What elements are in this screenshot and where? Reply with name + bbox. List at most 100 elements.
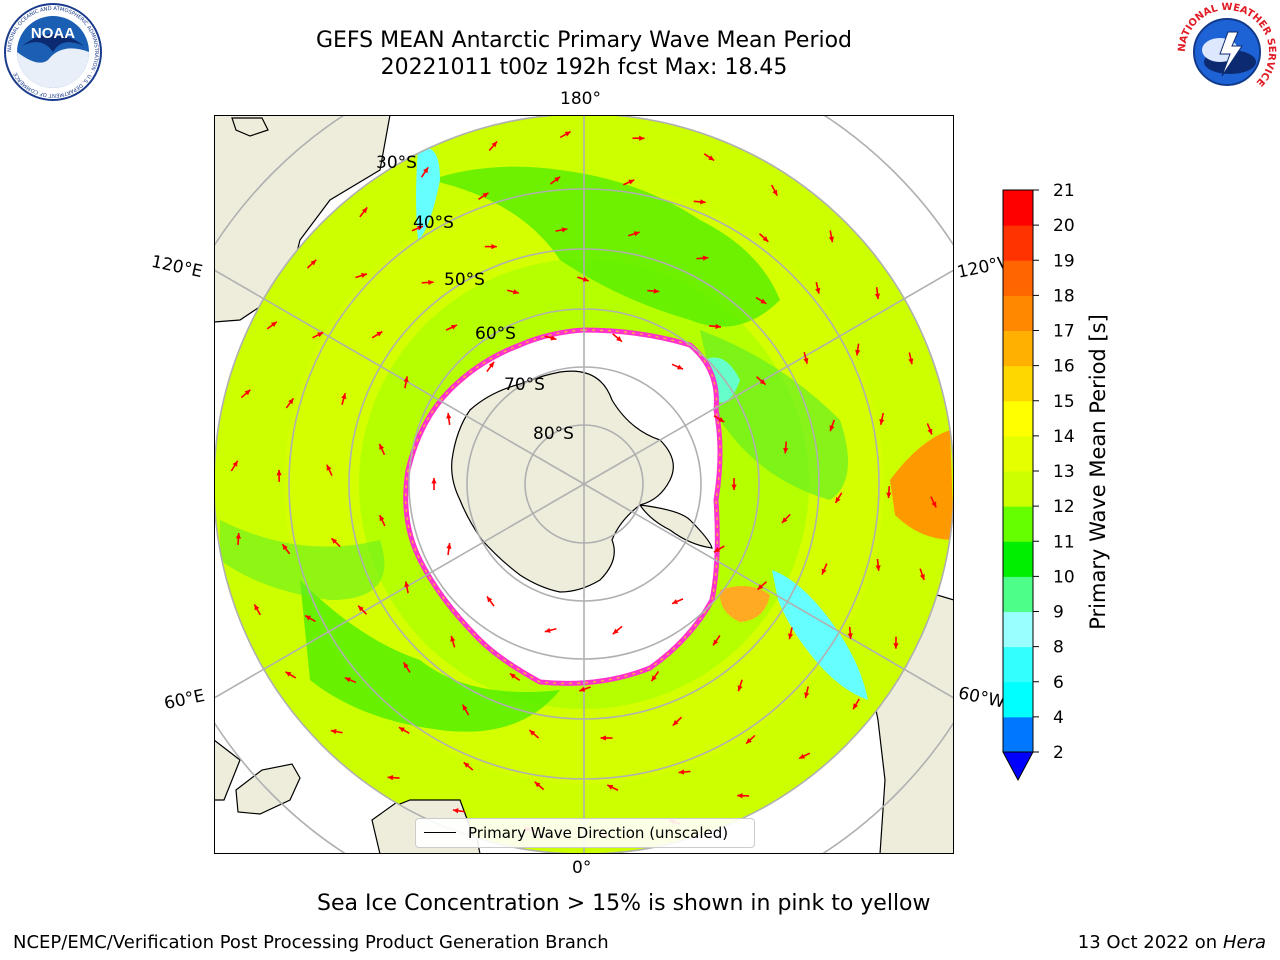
wave-arrow-head <box>651 675 657 682</box>
wave-arrow-head <box>875 565 881 571</box>
wave-arrow-head <box>718 416 725 422</box>
wave-arrow-head <box>762 236 769 242</box>
wave-arrow-head <box>310 259 317 266</box>
wave-arrow-head <box>235 533 241 539</box>
colorbar-extend-triangle <box>1002 751 1034 782</box>
wave-arrow-head <box>874 293 881 300</box>
wave-arrow-head <box>512 289 519 295</box>
wave-arrow-head <box>757 584 764 590</box>
wave-arrow-head <box>446 412 452 419</box>
wave-arrow-head <box>276 469 282 476</box>
wave-arrow-head <box>376 331 383 337</box>
lat-label-50s: 50°S <box>444 270 485 290</box>
wave-arrow-head <box>486 596 493 603</box>
wave-arrow-head <box>270 321 277 328</box>
colorbar-tick-label: 13 <box>1053 462 1075 482</box>
wave-arrow-head <box>509 673 516 679</box>
footer-host: Hera <box>1222 932 1266 953</box>
footer-date: 13 Oct 2022 on <box>1077 932 1223 953</box>
chart-subtitle: 20221011 t00z 192h fcst Max: 18.45 <box>380 55 788 80</box>
wave-arrow-head <box>847 633 853 639</box>
wave-arrow-head <box>708 155 715 161</box>
wave-arrow-head <box>450 635 456 642</box>
wave-arrow-head <box>677 364 684 370</box>
wave-arrow-head <box>700 199 706 205</box>
wave-arrow-head <box>561 227 568 233</box>
wave-arrow-head <box>600 735 606 741</box>
noaa-logo-text: NOAA <box>31 25 75 42</box>
nws-logo: NATIONAL WEATHER SERVICE <box>1177 2 1277 100</box>
colorbar-segment <box>1003 190 1033 226</box>
wave-arrow-head <box>582 276 589 282</box>
chart-title: GEFS MEAN Antarctic Primary Wave Mean Pe… <box>315 28 853 53</box>
wave-arrow-head <box>737 793 743 799</box>
noaa-logo: NOAA NATIONAL OCEANIC AND ATMOSPHERIC AD… <box>4 3 102 101</box>
colorbar-segment <box>1003 541 1033 577</box>
colorbar-tick-label: 14 <box>1053 427 1075 447</box>
colorbar-tick-label: 16 <box>1053 357 1075 377</box>
wave-arrow-head <box>423 167 429 174</box>
africa-tip-land <box>214 739 241 801</box>
lon-label-120e: 120°E <box>149 251 205 283</box>
wave-arrow-head <box>927 428 933 435</box>
wave-arrow-head <box>919 574 925 581</box>
colorbar-tick-label: 8 <box>1053 638 1064 658</box>
wave-arrow-head <box>829 425 835 432</box>
wave-arrow-head <box>781 517 788 523</box>
wave-arrow-head <box>379 443 385 450</box>
wave-zone-cyan-sa <box>772 570 868 700</box>
colorbar-tick-label: 12 <box>1053 497 1075 517</box>
polar-map <box>214 115 954 854</box>
wave-arrow-head <box>713 639 719 646</box>
wave-zone-drake-orange <box>719 586 770 622</box>
lat-label-60s: 60°S <box>475 324 516 344</box>
wave-arrow-head <box>361 207 368 214</box>
wave-arrow-head <box>403 662 409 669</box>
wave-arrow-head <box>879 418 885 425</box>
wave-zone-indian-green <box>300 580 560 732</box>
wave-arrow-head <box>488 361 495 368</box>
wave-arrow-head <box>387 775 394 781</box>
wave-arrow-head <box>550 335 557 341</box>
colorbar-tick-label: 18 <box>1053 286 1075 306</box>
wave-arrow-head <box>404 581 410 588</box>
colorbar-segment <box>1003 681 1033 718</box>
wave-arrow-head <box>491 244 497 250</box>
wave-zone-west-green <box>220 520 385 600</box>
lon-label-0: 0° <box>572 858 592 878</box>
colorbar-tick-label: 2 <box>1053 743 1064 763</box>
wave-arrow-head <box>446 543 452 549</box>
colorbar-segment <box>1003 330 1033 367</box>
colorbar-tick-label: 21 <box>1053 181 1075 201</box>
wave-arrow-head <box>893 643 899 649</box>
wave-arrow-head <box>931 501 937 508</box>
colorbar: 2 4 6 8 9 10 11 12 13 14 15 16 17 18 19 20 21 Primary Wa… <box>1002 181 1110 782</box>
longitude-grid <box>214 115 954 854</box>
colorbar-segment <box>1003 716 1033 753</box>
wave-arrow-head <box>886 492 892 499</box>
legend-line-swatch <box>424 832 456 833</box>
wave-arrow-head <box>254 604 260 611</box>
wave-arrow-head <box>788 633 794 640</box>
wave-arrow-head <box>612 628 619 635</box>
wave-arrow-head <box>731 484 737 490</box>
wave-arrow-head <box>554 176 561 183</box>
antarctic-peninsula-land <box>638 504 713 549</box>
wave-arrow-head <box>853 703 859 710</box>
madagascar-land <box>235 763 301 815</box>
wave-arrow-head <box>653 288 660 294</box>
wave-arrow-head <box>702 255 709 261</box>
wave-arrow-head <box>713 547 720 553</box>
wave-arrow-head <box>772 189 778 196</box>
colorbar-segment <box>1003 365 1033 402</box>
colorbar-segment <box>1003 471 1033 507</box>
wave-arrow-head <box>815 287 821 294</box>
colorbar-tick-label: 11 <box>1053 532 1075 552</box>
footer-right: 13 Oct 2022 on Hera <box>1078 932 1266 953</box>
wave-arrow-head <box>452 808 459 814</box>
wave-arrow-head <box>379 515 385 522</box>
colorbar-tick-label: 10 <box>1053 567 1075 587</box>
lat-label-70s: 70°S <box>504 375 545 395</box>
wave-arrow-head <box>317 332 324 338</box>
wave-arrow-head <box>288 398 294 405</box>
